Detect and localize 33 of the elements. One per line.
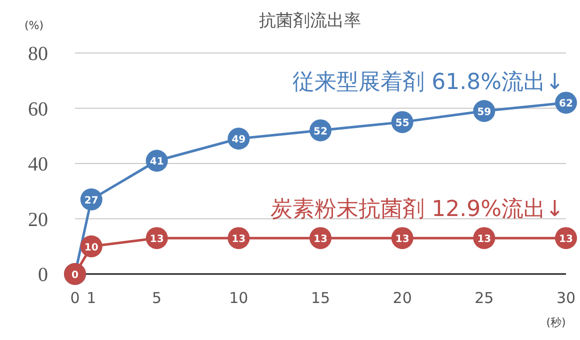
data-label: 13 <box>314 234 328 246</box>
y-tick-label: 80 <box>28 43 48 65</box>
data-label: 13 <box>477 234 492 246</box>
x-tick-label: 30 <box>556 289 576 307</box>
x-tick-label: 20 <box>392 289 412 307</box>
data-label: 59 <box>477 107 492 118</box>
data-label: 41 <box>150 156 164 168</box>
y-tick-label: 20 <box>28 208 48 231</box>
x-tick-label: 0 <box>70 289 80 307</box>
series-label: 炭素粉末抗菌剤 12.9%流出↓ <box>270 197 564 222</box>
data-label: 62 <box>559 98 573 110</box>
x-tick-label: 5 <box>152 289 162 307</box>
data-label: 13 <box>232 234 246 246</box>
data-label: 13 <box>395 234 410 246</box>
data-label: 13 <box>150 234 164 246</box>
data-label: 49 <box>232 134 246 146</box>
chart-title: 抗菌剤流出率 <box>259 11 361 31</box>
y-tick-label: 0 <box>38 264 48 286</box>
y-tick-label: 40 <box>28 154 48 176</box>
data-label: 0 <box>72 270 79 281</box>
data-label: 55 <box>395 118 410 130</box>
data-label: 10 <box>84 242 98 254</box>
data-label: 52 <box>314 126 328 138</box>
x-axis-title: (秒) <box>546 316 566 329</box>
x-tick-label: 10 <box>229 289 248 307</box>
data-label: 27 <box>84 195 98 206</box>
x-tick-label: 25 <box>474 289 494 307</box>
y-tick-label: 60 <box>28 98 48 120</box>
x-tick-label: 15 <box>310 289 330 307</box>
series-label: 従来型展着剤 61.8%流出↓ <box>292 70 564 95</box>
data-label: 13 <box>559 234 573 246</box>
y-axis-title: (%) <box>24 19 44 32</box>
x-tick-label: 1 <box>86 289 96 307</box>
